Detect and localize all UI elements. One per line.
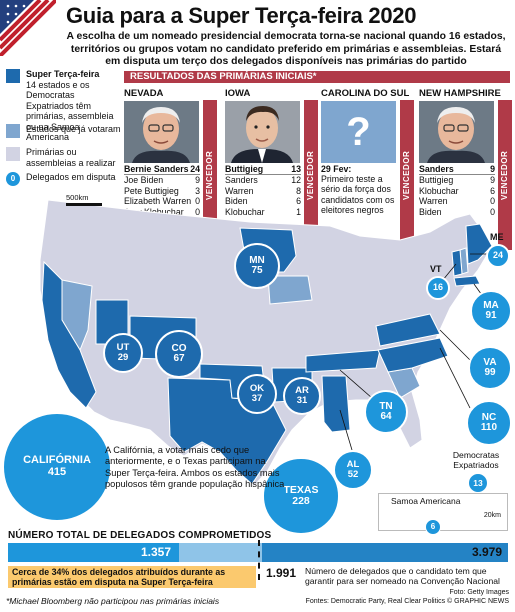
sc-date: 29 Fev:: [321, 164, 352, 174]
table-row: Elizabeth Warren 0: [124, 196, 200, 207]
alabama-shape: [321, 375, 351, 433]
table-row: Amy Klobuchar 0: [124, 206, 200, 217]
bubble-minnesota: MN 75: [234, 243, 280, 289]
table-row: Pete Buttigieg 3: [124, 185, 200, 196]
table-row: Buttigieg 13: [225, 164, 301, 176]
super-tuesday-share-note: Cerca de 34% dos delegados atribuídos du…: [8, 566, 256, 588]
us-mainland-shape: [39, 199, 491, 487]
table-row: Sanders 12: [225, 175, 301, 186]
democrats-abroad-label: Democratas Expatriados: [452, 450, 500, 470]
bubble-california: CALIFÓRNIA 415: [2, 412, 112, 522]
credits: Foto: Getty Images Fontes: Democratic Pa…: [306, 588, 509, 606]
bubble-massachusetts: MA 91: [470, 290, 512, 332]
table-row: Klobuchar 1: [225, 206, 301, 217]
legend-super-title: Super Terça-feira: [26, 69, 100, 79]
bubble-democrats-abroad: 13: [468, 473, 488, 493]
legend-voted-label: Estados que já votaram: [26, 124, 121, 134]
results-header: RESULTADOS DAS PRIMÁRIAS INICIAIS*: [124, 71, 510, 83]
results-table-nevada: Bernie Sanders 24 Joe Biden 9 Pete Buttigi…: [124, 164, 200, 217]
table-row: Sanders 9: [419, 164, 495, 176]
table-row: Biden 6: [225, 196, 301, 207]
unknown-winner-placeholder: ?: [321, 101, 396, 163]
legend-super-desc: 14 estados e os Democratas Expatriados t…: [26, 79, 114, 143]
bubble-oklahoma: OK 37: [237, 374, 277, 414]
massachusetts-shape: [453, 275, 481, 287]
panel-state-name: CAROLINA DO SUL: [321, 88, 410, 99]
panel-state-name: NEW HAMPSHIRE: [419, 88, 501, 99]
bubble-virginia: VA 99: [468, 346, 512, 390]
panel-state-name: NEVADA: [124, 88, 164, 99]
legend-swatch-voted: [6, 124, 20, 138]
bubble-samoa: 6: [425, 519, 441, 535]
map-scale-bar: [66, 203, 102, 206]
threshold-line: [258, 540, 260, 580]
table-row: Bernie Sanders 24: [124, 164, 200, 176]
bubble-arkansas: AR 31: [283, 377, 321, 415]
vermont-shape: [451, 249, 463, 277]
legend-pending: Primárias ou assembleias a realizar: [6, 147, 124, 168]
candidate-photo-buttigieg: [225, 101, 300, 163]
legend-pending-label: Primárias ou assembleias a realizar: [26, 147, 116, 168]
vermont-label: VT: [430, 264, 442, 274]
samoa-label: Samoa Americana: [391, 496, 461, 506]
bubble-maine: 24: [486, 244, 510, 268]
page-title: Guia para a Super Terça-feira 2020: [66, 3, 417, 28]
total-delegates-value: 3.979: [471, 545, 502, 559]
bubble-tennessee: TN 64: [364, 390, 408, 434]
footnote: *Michael Bloomberg não participou nas pr…: [6, 596, 220, 606]
bubble-utah: UT 29: [103, 333, 143, 373]
north-carolina-shape: [377, 337, 449, 373]
bubble-alabama: AL 52: [333, 450, 373, 490]
maine-label: ME: [490, 232, 504, 242]
iowa-shape: [267, 275, 313, 305]
us-map: [39, 199, 493, 519]
sc-note-text: Primeiro teste a sério da força dos cand…: [321, 174, 395, 215]
legend-delegates: 0 Delegados em disputa: [6, 172, 124, 186]
super-tuesday-bar: [8, 543, 179, 562]
legend-voted: Estados que já votaram: [6, 124, 124, 138]
california-texas-note: A Califórnia, a votar mais cedo que ante…: [105, 445, 285, 489]
table-row: Joe Biden 9: [124, 175, 200, 186]
totals-title: NÚMERO TOTAL DE DELEGADOS COMPROMETIDOS: [8, 530, 272, 541]
legend-delegates-label: Delegados em disputa: [26, 172, 116, 182]
table-row: Warren 8: [225, 185, 301, 196]
virginia-shape: [375, 313, 441, 347]
candidate-photo-sanders: [124, 101, 199, 163]
legend-super-tuesday: Super Terça-feira 14 estados e os Democr…: [6, 69, 124, 143]
samoa-inset: Samoa Americana 20km: [378, 493, 508, 531]
candidate-photo-sanders: [419, 101, 494, 163]
results-table-iowa: Buttigieg 13 Sanders 12 Warren 8 Biden 6 Klo…: [225, 164, 301, 217]
map-scale-label: 500km: [66, 193, 89, 202]
bubble-texas: TEXAS 228: [262, 457, 340, 535]
panel-state-name: IOWA: [225, 88, 251, 99]
bubble-colorado: CO 67: [155, 330, 203, 378]
south-carolina-note: 29 Fev: Primeiro teste a sério da força …: [321, 164, 397, 215]
tennessee-shape: [305, 349, 381, 373]
table-row: Warren 0: [419, 196, 495, 207]
bubble-vermont: 16: [426, 276, 450, 300]
needed-delegates-value: 1.991: [266, 566, 297, 580]
table-row: Biden 0: [419, 206, 495, 217]
table-row: Buttigieg 9: [419, 175, 495, 186]
samoa-scale: 20km: [483, 512, 501, 519]
legend-swatch-super: [6, 69, 20, 83]
super-tuesday-value: 1.357: [140, 545, 171, 559]
photo-credit: Foto: Getty Images: [449, 589, 509, 596]
total-delegates-bar: 3.979: [262, 543, 508, 562]
legend-swatch-pending: [6, 147, 20, 161]
needed-delegates-text: Número de delegados que o candidato tem …: [305, 566, 500, 587]
bubble-north-carolina: NC 110: [466, 400, 512, 446]
sources-credit: Fontes: Democratic Party, Real Clear Pol…: [305, 598, 509, 605]
legend-delegates-badge: 0: [6, 172, 20, 186]
table-row: Klobuchar 6: [419, 185, 495, 196]
results-table-new-hampshire: Sanders 9 Buttigieg 9 Klobuchar 6 Warren 0 B…: [419, 164, 495, 217]
page-subtitle: A escolha de um nomeado presidencial dem…: [66, 31, 506, 68]
us-flag-corner-graphic: [0, 0, 56, 56]
california-shape: [41, 260, 97, 409]
